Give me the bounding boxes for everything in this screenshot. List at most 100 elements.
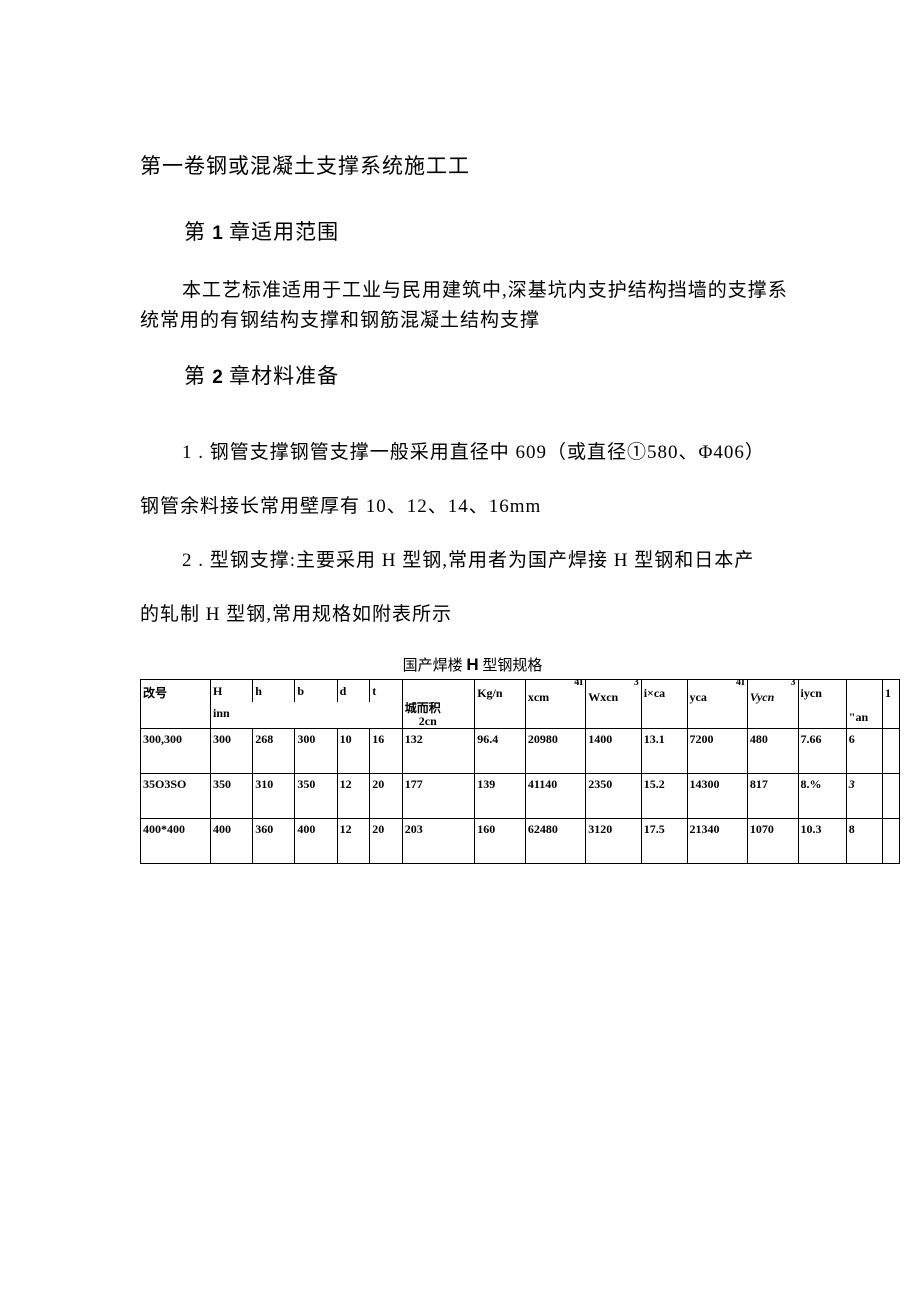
table-cell: 20980	[525, 729, 585, 774]
th-an-blank	[846, 680, 882, 703]
table-cell: 20	[370, 819, 403, 864]
table-cell: 139	[475, 774, 526, 819]
table-cell	[882, 774, 899, 819]
chapter-suffix: 章适用范围	[223, 220, 339, 244]
th-wxcn: 3 Wxcn	[586, 680, 642, 729]
table-cell: 13.1	[641, 729, 687, 774]
chapter1-number: 1	[212, 223, 223, 244]
th-d: d	[337, 680, 370, 703]
th-model: 改号	[141, 680, 211, 729]
table-cell: 132	[402, 729, 474, 774]
table-cell: 160	[475, 819, 526, 864]
table-row: 300,300300268300101613296.420980140013.1…	[141, 729, 900, 774]
table-cell: 1070	[747, 819, 798, 864]
th-vycn-sup: 3	[750, 680, 796, 689]
table-cell: 310	[253, 774, 295, 819]
table-cell: 10.3	[798, 819, 846, 864]
th-area-blank	[402, 680, 474, 703]
table-cell: 3120	[586, 819, 642, 864]
table-cell: 177	[402, 774, 474, 819]
table-cell: 16	[370, 729, 403, 774]
table-cell	[882, 729, 899, 774]
table-cell: 20	[370, 774, 403, 819]
table-header-row1: 改号 H h b d t Kg/n 4I xcm 3 Wxcn i×ca 4I …	[141, 680, 900, 703]
table-cell: 400	[210, 819, 252, 864]
table-cell: 15.2	[641, 774, 687, 819]
table-cell: 400	[295, 819, 337, 864]
table-cell: 300	[295, 729, 337, 774]
table-cell: 300	[210, 729, 252, 774]
table-cell: 7200	[687, 729, 747, 774]
th-xcm-label: xcm	[528, 690, 549, 704]
th-xcm: 4I xcm	[525, 680, 585, 729]
th-b: b	[295, 680, 337, 703]
th-wxcn-label: Wxcn	[588, 690, 618, 704]
table-cell: 14300	[687, 774, 747, 819]
table-cell: 41140	[525, 774, 585, 819]
th-h: h	[253, 680, 295, 703]
table-row: 35O3SO350310350122017713941140235015.214…	[141, 774, 900, 819]
table-cell: 7.66	[798, 729, 846, 774]
caption-pre: 国产焊楼	[403, 658, 467, 674]
table-cell: 62480	[525, 819, 585, 864]
paragraph-item1b: 钢管余料接长常用壁厚有 10、12、14、16mm	[140, 492, 805, 522]
table-cell: 2350	[586, 774, 642, 819]
table-cell: 12	[337, 819, 370, 864]
table-cell: 400*400	[141, 819, 211, 864]
table-cell: 203	[402, 819, 474, 864]
paragraph-scope: 本工艺标准适用于工业与民用建筑中,深基坑内支护结构挡墙的支撑系统常用的有钢结构支…	[140, 276, 805, 336]
th-last: 1	[882, 680, 899, 729]
table-cell: 350	[210, 774, 252, 819]
th-ixca: i×ca	[641, 680, 687, 729]
table-cell	[882, 819, 899, 864]
table-cell: 350	[295, 774, 337, 819]
table-row: 400*400400360400122020316062480312017.52…	[141, 819, 900, 864]
table-cell: 6	[846, 729, 882, 774]
chapter-prefix: 第	[184, 220, 212, 244]
h-steel-spec-table: 改号 H h b d t Kg/n 4I xcm 3 Wxcn i×ca 4I …	[140, 679, 900, 864]
chapter1-heading: 第 1 章适用范围	[140, 216, 805, 246]
table-cell: 480	[747, 729, 798, 774]
table-cell: 360	[253, 819, 295, 864]
th-inn: inn	[210, 702, 402, 729]
th-an: "an	[846, 702, 882, 729]
paragraph-item2b: 的轧制 H 型钢,常用规格如附表所示	[140, 600, 805, 630]
table-caption: 国产焊楼 H 型钢规格	[140, 654, 805, 675]
th-wxcn-sup: 3	[588, 680, 639, 689]
th-vycn: 3 Vycn	[747, 680, 798, 729]
th-yca-sup: 4I	[690, 680, 745, 689]
chapter-prefix: 第	[184, 364, 212, 388]
table-cell: 8.%	[798, 774, 846, 819]
table-cell: 268	[253, 729, 295, 774]
table-cell: 12	[337, 774, 370, 819]
table-cell: 1400	[586, 729, 642, 774]
table-cell: 96.4	[475, 729, 526, 774]
th-yca-label: yca	[690, 690, 707, 704]
th-area: 城而积 2cn	[402, 702, 474, 729]
th-yca: 4I yca	[687, 680, 747, 729]
th-area-l2: 2cn	[405, 714, 437, 728]
paragraph-item2: 2 . 型钢支撑:主要采用 H 型钢,常用者为国产焊接 H 型钢和日本产	[140, 546, 805, 576]
table-cell: 10	[337, 729, 370, 774]
chapter2-heading: 第 2 章材料准备	[140, 360, 805, 390]
volume-title: 第一卷钢或混凝土支撑系统施工工	[140, 150, 805, 180]
caption-post: 型钢规格	[479, 658, 543, 674]
th-t: t	[370, 680, 403, 703]
th-xcm-sup: 4I	[528, 680, 583, 689]
table-cell: 35O3SO	[141, 774, 211, 819]
chapter-suffix: 章材料准备	[223, 364, 339, 388]
paragraph-item1: 1 . 钢管支撑钢管支撑一般采用直径中 609（或直径①580、Φ406）	[140, 438, 805, 468]
table-cell: 3	[846, 774, 882, 819]
th-H: H	[210, 680, 252, 703]
table-cell: 300,300	[141, 729, 211, 774]
th-iycn: iycn	[798, 680, 846, 729]
table-cell: 17.5	[641, 819, 687, 864]
caption-h: H	[466, 655, 478, 674]
chapter2-number: 2	[212, 367, 223, 388]
table-cell: 8	[846, 819, 882, 864]
table-cell: 817	[747, 774, 798, 819]
table-body: 300,300300268300101613296.420980140013.1…	[141, 729, 900, 864]
table-cell: 21340	[687, 819, 747, 864]
th-kg: Kg/n	[475, 680, 526, 729]
th-vycn-label: Vycn	[750, 690, 774, 704]
